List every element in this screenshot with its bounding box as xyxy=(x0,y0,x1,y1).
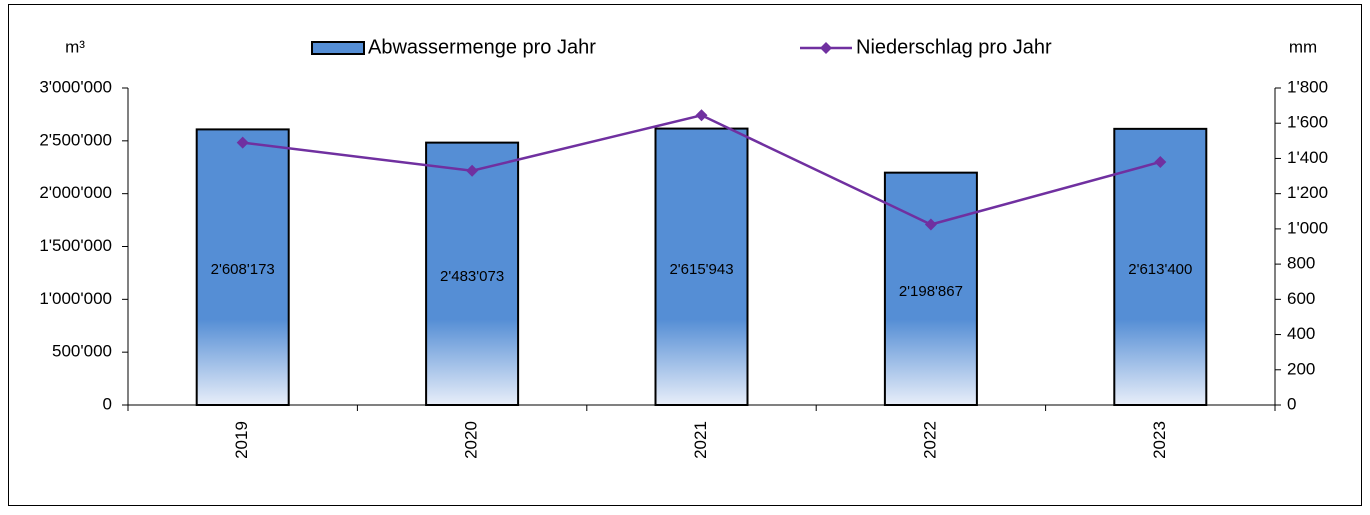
bar xyxy=(883,171,978,406)
value-label: 2'198'867 xyxy=(899,283,963,300)
x-tick-label: 2021 xyxy=(691,421,710,459)
y2-tick-label: 600 xyxy=(1287,289,1315,308)
bar xyxy=(195,128,290,406)
y-tick-label: 500'000 xyxy=(52,342,112,361)
value-label: 2'608'173 xyxy=(211,261,275,278)
line-marker xyxy=(236,136,249,149)
y2-tick-label: 0 xyxy=(1287,394,1296,413)
legend-label: Niederschlag pro Jahr xyxy=(856,36,1052,58)
line-marker xyxy=(466,164,479,177)
y2-tick-label: 1'600 xyxy=(1287,113,1328,132)
legend-marker xyxy=(820,42,832,54)
y-tick-label: 2'500'000 xyxy=(39,130,112,149)
bar xyxy=(654,127,749,406)
x-tick-label: 2022 xyxy=(920,421,939,459)
y-tick-label: 3'000'000 xyxy=(39,77,112,96)
y2-tick-label: 800 xyxy=(1287,254,1315,273)
line-marker xyxy=(1154,155,1167,168)
y2-tick-label: 1'400 xyxy=(1287,148,1328,167)
y-tick-label: 1'500'000 xyxy=(39,236,112,255)
y-axis-label: m³ xyxy=(65,37,85,56)
x-tick-label: 2019 xyxy=(232,421,251,459)
y2-tick-label: 400 xyxy=(1287,324,1315,343)
bar xyxy=(1113,127,1208,406)
x-tick-label: 2020 xyxy=(462,421,481,459)
value-label: 2'615'943 xyxy=(669,261,733,278)
y2-tick-label: 1'200 xyxy=(1287,183,1328,202)
line-marker xyxy=(924,218,937,231)
y-tick-label: 0 xyxy=(103,394,112,413)
y-tick-label: 2'000'000 xyxy=(39,183,112,202)
value-label: 2'483'073 xyxy=(440,268,504,285)
legend-swatch xyxy=(311,41,365,55)
y-tick-label: 1'000'000 xyxy=(39,289,112,308)
y2-tick-label: 1'000 xyxy=(1287,218,1328,237)
x-tick-label: 2023 xyxy=(1150,421,1169,459)
bar xyxy=(425,141,520,406)
y2-tick-label: 1'800 xyxy=(1287,77,1328,96)
legend-label: Abwassermenge pro Jahr xyxy=(368,36,596,58)
value-label: 2'613'400 xyxy=(1128,261,1192,278)
y2-tick-label: 200 xyxy=(1287,359,1315,378)
line-marker xyxy=(695,109,708,122)
y2-axis-label: mm xyxy=(1289,37,1317,56)
